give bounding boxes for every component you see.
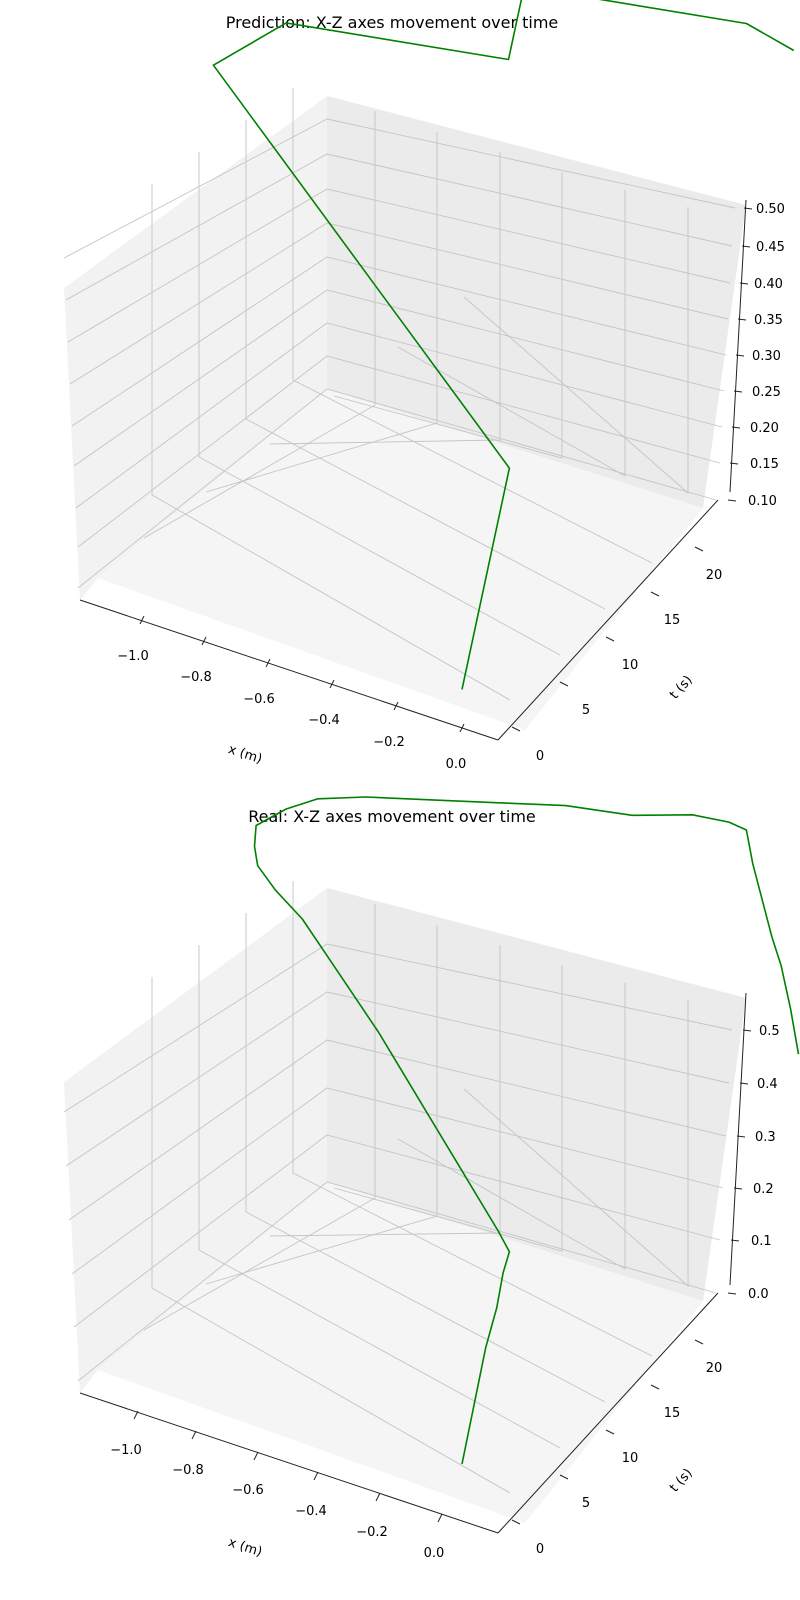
x-tick-label: −0.2 bbox=[373, 735, 405, 750]
t-tick-label: 15 bbox=[664, 1406, 681, 1421]
x-tick-label: −0.2 bbox=[356, 1525, 388, 1540]
t-tick-label: 0 bbox=[536, 1542, 544, 1557]
t-tick-label: 10 bbox=[622, 658, 639, 673]
z-tick-label: 0.5 bbox=[759, 1024, 780, 1039]
z-tick-label: 0.15 bbox=[750, 457, 779, 472]
t-axis-line bbox=[497, 1292, 719, 1534]
chart-title: Real: X-Z axes movement over time bbox=[248, 807, 536, 826]
grid-lines bbox=[63, 88, 736, 701]
x-axis-label: x (m) bbox=[226, 742, 264, 767]
x-axis-line bbox=[79, 1392, 499, 1534]
t-ticks bbox=[511, 1339, 704, 1525]
t-ticks bbox=[511, 546, 704, 732]
z-tick-label: 0.35 bbox=[754, 313, 783, 328]
x-tick-label: −0.4 bbox=[295, 1504, 327, 1519]
z-tick-label: 0.2 bbox=[753, 1182, 774, 1197]
series-line bbox=[212, 0, 795, 690]
x-tick-label: −0.6 bbox=[243, 692, 275, 707]
t-tick-label: 0 bbox=[536, 749, 544, 764]
x-tick-label: 0.0 bbox=[424, 1546, 445, 1561]
t-axis-label: t (s) bbox=[667, 673, 696, 702]
z-tick-label: 0.30 bbox=[752, 349, 781, 364]
x-tick-label: 0.0 bbox=[446, 757, 467, 772]
x-ticks bbox=[139, 615, 465, 733]
back-pane bbox=[327, 96, 746, 508]
chart-real: Real: X-Z axes movement over time bbox=[63, 796, 800, 1561]
chart-prediction: Prediction: X-Z axes movement over time bbox=[63, 0, 795, 772]
grid-lines bbox=[63, 881, 733, 1494]
t-tick-label: 15 bbox=[664, 613, 681, 628]
axes bbox=[79, 199, 747, 741]
x-tick-label: −0.8 bbox=[172, 1463, 204, 1478]
t-tick-label: 5 bbox=[582, 703, 590, 718]
z-tick-label: 0.1 bbox=[751, 1234, 772, 1249]
series-line bbox=[253, 796, 800, 1465]
floor-pane bbox=[98, 1182, 703, 1523]
x-tick-label: −1.0 bbox=[110, 1443, 142, 1458]
x-ticks bbox=[133, 1410, 443, 1523]
x-axis-line bbox=[79, 599, 499, 741]
axes bbox=[79, 992, 747, 1534]
x-tick-label: −0.6 bbox=[232, 1483, 264, 1498]
z-tick-label: 0.25 bbox=[752, 385, 781, 400]
z-tick-label: 0.4 bbox=[757, 1077, 778, 1092]
t-axis-line bbox=[497, 499, 719, 741]
plot-area bbox=[212, 0, 795, 690]
z-tick-label: 0.40 bbox=[754, 277, 783, 292]
z-tick-label: 0.3 bbox=[755, 1130, 776, 1145]
z-axis-line bbox=[729, 992, 747, 1286]
z-tick-label: 0.50 bbox=[756, 202, 785, 217]
z-tick-label: 0.20 bbox=[750, 421, 779, 436]
t-tick-label: 10 bbox=[622, 1451, 639, 1466]
x-axis-label: x (m) bbox=[226, 1535, 264, 1560]
z-ticks bbox=[727, 1029, 752, 1295]
t-axis-label: t (s) bbox=[667, 1466, 696, 1495]
z-ticks bbox=[727, 207, 753, 502]
x-tick-label: −0.4 bbox=[308, 713, 340, 728]
floor-pane bbox=[98, 389, 703, 730]
t-tick-label: 20 bbox=[706, 568, 723, 583]
z-axis-line bbox=[729, 199, 747, 493]
left-pane bbox=[64, 888, 327, 1393]
x-tick-label: −1.0 bbox=[117, 649, 149, 664]
z-tick-label: 0.10 bbox=[748, 494, 777, 509]
z-tick-label: 0.45 bbox=[756, 240, 785, 255]
plot-area bbox=[253, 796, 800, 1465]
t-tick-label: 5 bbox=[582, 1496, 590, 1511]
left-pane bbox=[64, 96, 327, 600]
x-tick-label: −0.8 bbox=[180, 670, 212, 685]
z-tick-label: 0.0 bbox=[748, 1287, 769, 1302]
back-pane bbox=[327, 888, 746, 1301]
t-tick-label: 20 bbox=[706, 1361, 723, 1376]
